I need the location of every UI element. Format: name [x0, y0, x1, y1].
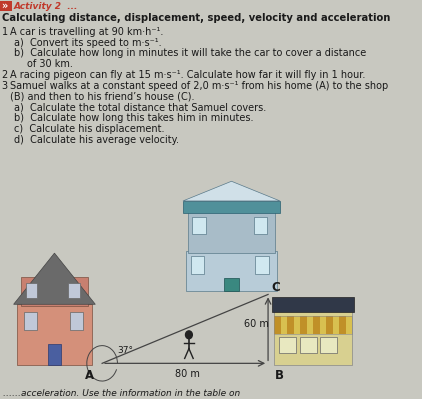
Bar: [186, 251, 277, 292]
Text: C: C: [271, 280, 280, 294]
Bar: [287, 316, 294, 334]
Bar: [183, 201, 280, 213]
Text: 37°: 37°: [117, 346, 133, 356]
Bar: [255, 256, 269, 274]
Text: (B) and then to his friend’s house (C).: (B) and then to his friend’s house (C).: [10, 92, 195, 102]
Circle shape: [186, 331, 192, 339]
Bar: [281, 316, 287, 334]
Bar: [24, 312, 38, 330]
Text: a)  Calculate the total distance that Samuel covers.: a) Calculate the total distance that Sam…: [14, 103, 266, 113]
Bar: [300, 316, 307, 334]
Bar: [307, 316, 313, 334]
Text: a)  Convert its speed to m·s⁻¹.: a) Convert its speed to m·s⁻¹.: [14, 38, 161, 47]
Bar: [326, 316, 333, 334]
Text: Calculating distance, displacement, speed, velocity and acceleration: Calculating distance, displacement, spee…: [2, 13, 390, 23]
Bar: [48, 344, 61, 365]
Bar: [313, 316, 320, 334]
Bar: [224, 278, 239, 292]
Bar: [300, 337, 316, 352]
Text: 60 m: 60 m: [244, 319, 269, 329]
Bar: [25, 282, 38, 298]
Bar: [294, 316, 300, 334]
Bar: [272, 297, 354, 312]
Text: A racing pigeon can fly at 15 m·s⁻¹. Calculate how far it will fly in 1 hour.: A racing pigeon can fly at 15 m·s⁻¹. Cal…: [10, 70, 365, 80]
Bar: [70, 312, 84, 330]
Bar: [17, 304, 92, 365]
Text: 80 m: 80 m: [175, 369, 200, 379]
Text: Samuel walks at a constant speed of 2,0 m·s⁻¹ from his home (A) to the shop: Samuel walks at a constant speed of 2,0 …: [10, 81, 389, 91]
Text: b)  Calculate how long in minutes it will take the car to cover a distance: b) Calculate how long in minutes it will…: [14, 48, 366, 58]
Bar: [274, 316, 281, 334]
Text: A car is travelling at 90 km·h⁻¹.: A car is travelling at 90 km·h⁻¹.: [10, 27, 164, 37]
Bar: [320, 337, 337, 352]
Text: ……acceleration. Use the information in the table on: ……acceleration. Use the information in t…: [3, 389, 241, 398]
Bar: [333, 316, 339, 334]
Text: A: A: [85, 369, 94, 382]
Bar: [274, 311, 352, 365]
Text: b)  Calculate how long this takes him in minutes.: b) Calculate how long this takes him in …: [14, 113, 253, 123]
Text: 3: 3: [2, 81, 8, 91]
Polygon shape: [183, 181, 280, 201]
Text: »: »: [1, 1, 7, 11]
Bar: [0, 1, 12, 11]
Bar: [191, 256, 204, 274]
Bar: [254, 217, 267, 234]
Text: B: B: [275, 369, 284, 382]
Bar: [346, 316, 352, 334]
Polygon shape: [14, 253, 95, 304]
Bar: [192, 217, 206, 234]
Text: of 30 km.: of 30 km.: [27, 59, 73, 69]
Bar: [188, 211, 275, 253]
Text: 2: 2: [2, 70, 8, 80]
Bar: [21, 277, 88, 306]
Bar: [279, 337, 296, 352]
Text: d)  Calculate his average velocity.: d) Calculate his average velocity.: [14, 135, 179, 145]
Bar: [320, 316, 326, 334]
Text: c)  Calculate his displacement.: c) Calculate his displacement.: [14, 124, 164, 134]
Text: 1: 1: [2, 27, 8, 37]
Text: Activity 2  ...: Activity 2 ...: [14, 2, 78, 11]
Bar: [339, 316, 346, 334]
Bar: [68, 282, 80, 298]
Bar: [274, 316, 352, 334]
